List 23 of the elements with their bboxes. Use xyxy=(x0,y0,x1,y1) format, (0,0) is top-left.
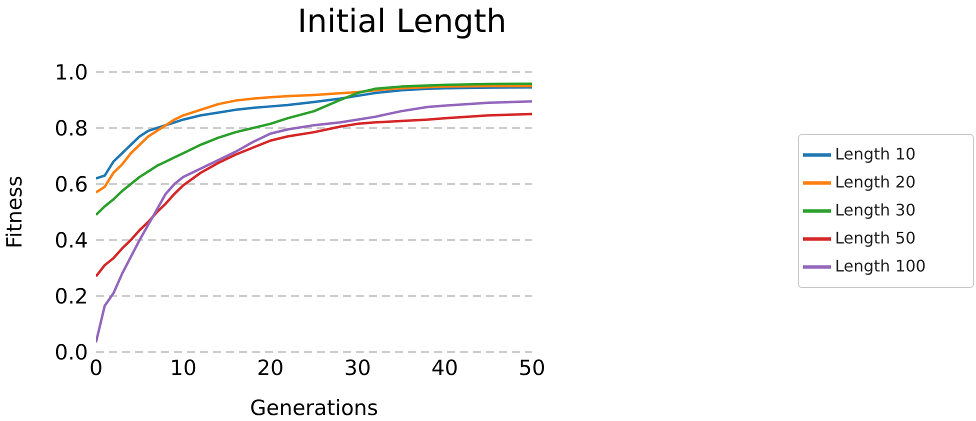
y-tick-label: 0.8 xyxy=(54,116,88,140)
y-tick-label: 0.2 xyxy=(54,284,88,308)
x-tick-label: 50 xyxy=(518,356,546,380)
legend-label: Length 50 xyxy=(835,228,916,247)
line-series xyxy=(96,100,532,344)
x-tick-label: 10 xyxy=(170,356,197,380)
legend-label: Length 100 xyxy=(835,256,926,275)
legend-label: Length 20 xyxy=(835,172,916,191)
y-tick-label: 0.4 xyxy=(54,228,88,252)
y-tick-label: 0.0 xyxy=(54,340,88,364)
x-tick-label: 20 xyxy=(257,356,284,380)
chart-title: Initial Length xyxy=(296,2,508,40)
x-tick-label: 0 xyxy=(89,356,103,380)
line-series xyxy=(96,112,532,278)
x-axis-title: Generations xyxy=(250,396,378,420)
x-tick-label: 30 xyxy=(344,356,371,380)
y-tick-label: 0.6 xyxy=(54,172,88,196)
y-axis-title: Fitness xyxy=(2,176,26,248)
line-series xyxy=(96,82,532,216)
legend-label: Length 30 xyxy=(835,200,916,219)
legend-label: Length 10 xyxy=(835,144,916,163)
y-tick-label: 1.0 xyxy=(54,60,88,84)
x-tick-label: 40 xyxy=(431,356,458,380)
